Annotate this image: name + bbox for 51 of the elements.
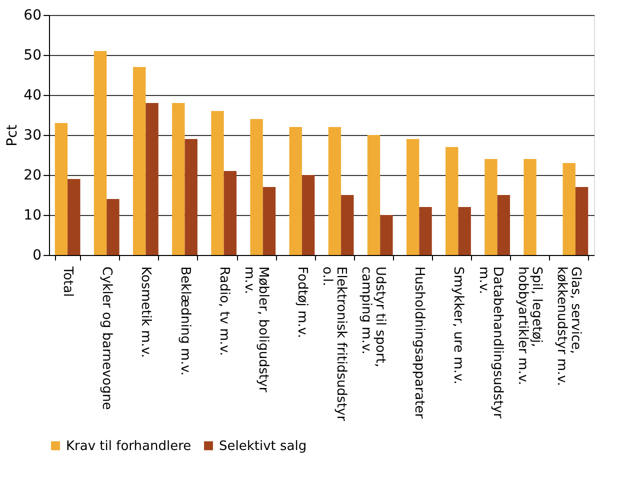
x-tick-label: Husholdningsapparater bbox=[412, 266, 427, 420]
bar bbox=[328, 127, 342, 255]
y-tick-label: 20 bbox=[24, 168, 42, 184]
x-tick-label: Møbler, boligudstyr m.v. bbox=[241, 266, 270, 393]
legend-label: Selektivt salg bbox=[219, 438, 307, 454]
bar bbox=[250, 119, 263, 255]
y-tick-label: 40 bbox=[24, 88, 42, 104]
y-axis-title: Pct bbox=[4, 124, 21, 146]
bar bbox=[446, 147, 458, 255]
bar bbox=[406, 139, 420, 255]
bar bbox=[341, 195, 354, 255]
x-tick-label: Cykler og barnevogne bbox=[99, 266, 114, 410]
bar bbox=[132, 67, 146, 255]
y-tick-label: 60 bbox=[24, 8, 42, 24]
x-tick-label: Spil, legetøj, hobbyartikler m.v. bbox=[514, 266, 544, 386]
x-tick-label: Beklædning m.v. bbox=[177, 266, 192, 376]
x-tick-label: Kosmetik m.v. bbox=[138, 266, 154, 358]
x-tick-label: Radio, tv m.v. bbox=[216, 266, 232, 356]
bar bbox=[367, 135, 380, 255]
x-tick-label: Smykker, ure m.v. bbox=[450, 266, 466, 384]
bar bbox=[302, 175, 315, 255]
bar bbox=[562, 163, 576, 255]
y-tick-label: 50 bbox=[24, 48, 42, 64]
bar bbox=[106, 199, 120, 255]
bar bbox=[54, 123, 68, 255]
x-tick-label: Databehandlingsudstyr m.v. bbox=[476, 266, 505, 420]
bar bbox=[458, 207, 471, 255]
bar bbox=[419, 207, 432, 255]
bar bbox=[94, 51, 107, 255]
bar bbox=[146, 103, 158, 255]
x-tick-label: Fodtøj m.v. bbox=[294, 266, 310, 338]
bar bbox=[497, 195, 510, 255]
bar bbox=[484, 159, 498, 255]
bar bbox=[68, 179, 80, 255]
bar bbox=[184, 139, 198, 255]
x-tick-label: Total bbox=[60, 266, 76, 297]
x-tick-label: Glas, service, køkkenudstyr m.v. bbox=[554, 266, 583, 386]
bar bbox=[575, 187, 588, 255]
bar bbox=[262, 187, 276, 255]
x-tick-label: Udstyr til sport, camping m.v. bbox=[358, 266, 388, 368]
y-tick-label: 30 bbox=[24, 128, 42, 144]
bar bbox=[380, 215, 393, 255]
y-tick-label: 10 bbox=[24, 208, 42, 224]
legend-label: Krav til forhandlere bbox=[66, 438, 192, 454]
bar bbox=[224, 171, 237, 255]
x-tick-label: Elektronisk fritidsudstyr o.l. bbox=[320, 266, 349, 422]
bar bbox=[289, 127, 302, 255]
bar bbox=[211, 111, 224, 255]
bar bbox=[172, 103, 185, 255]
bar bbox=[524, 159, 536, 255]
y-tick-label: 0 bbox=[32, 248, 42, 264]
